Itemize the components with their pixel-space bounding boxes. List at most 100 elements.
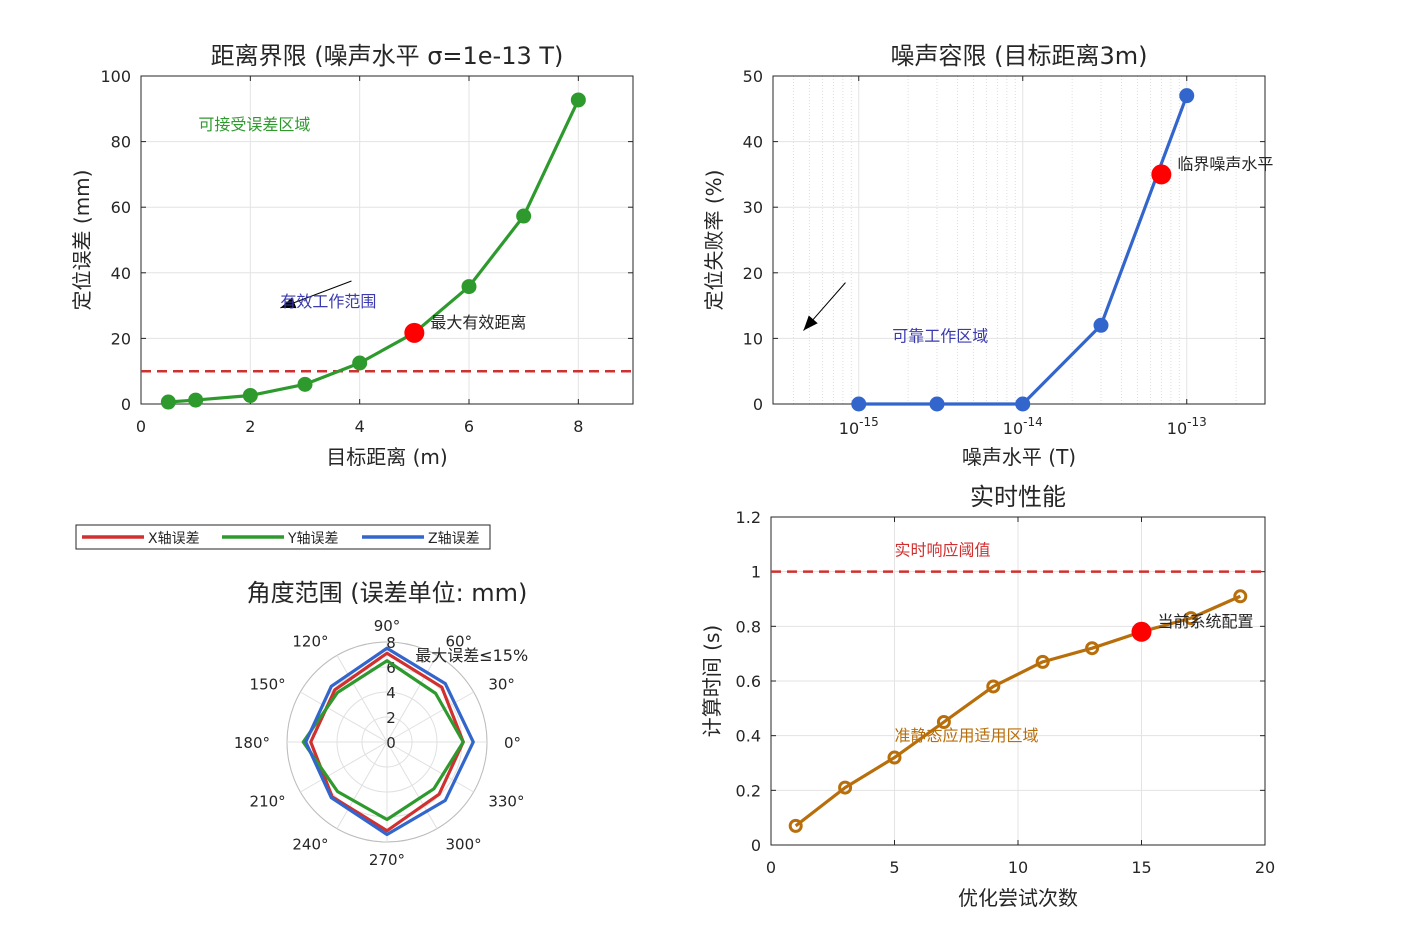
data-point [838, 780, 853, 795]
theta-tick-label: 180° [234, 734, 270, 752]
annotation-text: 可接受误差区域 [198, 115, 310, 134]
y-tick-label: 0 [753, 395, 763, 414]
data-point [1233, 589, 1248, 604]
data-point [160, 394, 176, 410]
highlight-label: 临界噪声水平 [1177, 154, 1273, 173]
chart-title: 噪声容限 (目标距离3m) [890, 42, 1147, 70]
highlight-point [404, 322, 425, 343]
data-point [297, 376, 313, 392]
data-point [242, 387, 258, 403]
data-point [1179, 88, 1195, 104]
x-tick-label: 10 [1008, 858, 1028, 877]
x-tick-label: 15 [1131, 858, 1151, 877]
polar-series-line [304, 646, 475, 837]
y-tick-label: 80 [111, 133, 131, 152]
data-point [188, 392, 204, 408]
x-tick-label: 20 [1255, 858, 1275, 877]
x-tick-base: 10 [1003, 419, 1023, 438]
y-tick-label: 60 [111, 198, 131, 217]
polar-series-line [301, 659, 465, 822]
angular-chart: X轴误差 Y轴误差 Z轴误差 0° 30° 60° 90° 120° 150° 180° 210° 2… [75, 524, 528, 869]
highlight-label: 当前系统配置 [1158, 612, 1254, 631]
r-tick-label: 8 [386, 634, 396, 652]
x-tick-label: 8 [573, 417, 583, 436]
y-tick-label: 50 [743, 67, 763, 86]
polar-spoke [386, 741, 438, 829]
theta-tick-label: 240° [292, 835, 328, 853]
r-tick-label: 6 [386, 659, 396, 677]
y-tick-label: 30 [743, 198, 763, 217]
x-tick-label: 2 [245, 417, 255, 436]
legend: X轴误差 Y轴误差 Z轴误差 [75, 524, 491, 550]
highlight-label: 最大有效距离 [430, 313, 526, 332]
x-tick-exponent: -15 [859, 415, 879, 429]
y-tick-label: 20 [743, 264, 763, 283]
data-point [1093, 317, 1109, 333]
x-tick-label: 10-13 [1167, 415, 1207, 438]
polar-spoke [386, 741, 474, 793]
x-axis-label: 优化尝试次数 [958, 886, 1078, 910]
polar-spoke [300, 691, 388, 743]
data-point [352, 355, 368, 371]
legend-entry: X轴误差 [148, 531, 200, 547]
legend-entry: Z轴误差 [428, 531, 480, 547]
data-point [986, 679, 1001, 694]
annotation-arrow-head [803, 315, 818, 331]
data-point [929, 396, 945, 412]
annotation-text: 有效工作范围 [280, 292, 376, 311]
y-tick-label: 0.6 [736, 672, 761, 691]
polar-series-line [309, 651, 465, 833]
x-tick-base: 10 [1167, 419, 1187, 438]
theta-tick-label: 150° [250, 676, 286, 694]
chart-title: 距离界限 (噪声水平 σ=1e-13 T) [211, 42, 564, 70]
axes-frame [140, 75, 634, 405]
r-tick-label: 2 [386, 709, 396, 727]
data-point [570, 92, 586, 108]
x-tick-base: 10 [839, 419, 859, 438]
plot-area [773, 76, 1265, 404]
y-tick-label: 0 [751, 836, 761, 855]
x-axis-label: 噪声水平 (T) [962, 445, 1076, 469]
y-tick-label: 100 [100, 67, 131, 86]
annotation-text: 实时响应阈值 [895, 540, 991, 559]
series-line [794, 594, 1241, 828]
polar-spoke [336, 741, 388, 829]
highlight-point [1151, 164, 1172, 185]
y-tick-label: 40 [743, 133, 763, 152]
y-axis-label: 定位失败率 (%) [702, 170, 726, 311]
legend-entry: Y轴误差 [287, 531, 339, 547]
y-tick-label: 40 [111, 264, 131, 283]
annotation-arrow-head [280, 297, 297, 309]
theta-tick-label: 210° [250, 793, 286, 811]
theta-tick-label: 30° [488, 676, 515, 694]
data-point [1085, 641, 1100, 656]
y-tick-label: 0.8 [736, 617, 761, 636]
data-point [461, 279, 477, 295]
data-point [1015, 396, 1031, 412]
x-tick-label: 4 [355, 417, 365, 436]
data-point [936, 715, 951, 729]
data-point [516, 208, 532, 224]
noise-chart: 10-15 10-14 10-1301020304050临界噪声水平可靠工作区域噪声… [702, 42, 1273, 469]
y-tick-label: 0.4 [736, 727, 761, 746]
polar-annotation: 最大误差≤15% [415, 646, 528, 665]
annotation-text: 准静态应用适用区域 [895, 726, 1039, 745]
x-tick-label: 0 [766, 858, 776, 877]
x-tick-label: 0 [136, 417, 146, 436]
theta-tick-label: 0° [504, 734, 521, 752]
y-tick-label: 0.2 [736, 781, 761, 800]
y-tick-label: 0 [121, 395, 131, 414]
polar-spoke [300, 741, 388, 793]
theta-tick-label: 330° [488, 793, 524, 811]
theta-tick-label: 90° [374, 617, 401, 635]
y-tick-label: 10 [743, 329, 763, 348]
data-point [851, 396, 867, 412]
polar-spoke [386, 655, 438, 743]
y-tick-label: 1 [751, 563, 761, 582]
x-tick-exponent: -13 [1187, 415, 1207, 429]
x-tick-label: 6 [464, 417, 474, 436]
x-axis-label: 目标距离 (m) [326, 445, 447, 469]
chart-title: 角度范围 (误差单位: mm) [247, 579, 528, 607]
theta-tick-label: 300° [446, 835, 482, 853]
